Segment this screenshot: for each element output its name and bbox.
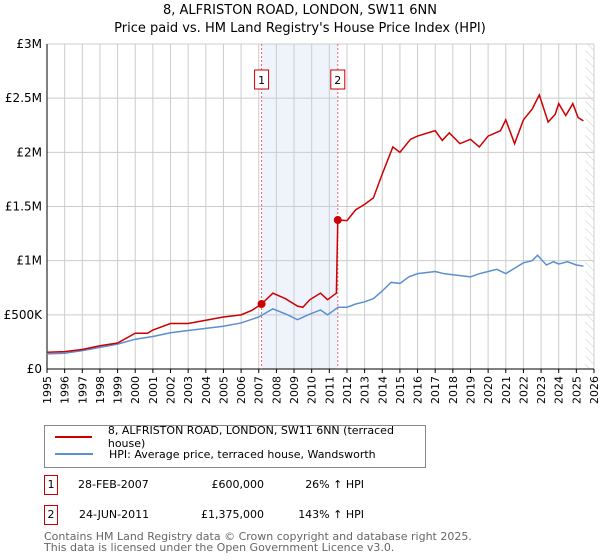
x-tick-label: 2020 (482, 376, 495, 404)
legend-line-blue (55, 453, 93, 455)
x-tick-label: 1997 (76, 376, 89, 404)
x-tick-label: 2019 (464, 376, 477, 404)
y-tick-label: £500K (4, 308, 44, 322)
y-tick-label: £3M (16, 37, 42, 51)
x-tick-label: 2012 (341, 376, 354, 404)
x-tick-label: 2016 (412, 376, 425, 404)
y-tick-label: £0 (27, 362, 42, 376)
x-tick-label: 2000 (129, 376, 142, 404)
x-tick-label: 1995 (41, 376, 54, 404)
x-tick-label: 2026 (588, 376, 600, 404)
transaction-number: 1 (44, 475, 58, 495)
x-tick-label: 1996 (59, 376, 72, 404)
transaction-price: £1,375,000 (201, 508, 264, 521)
x-tick-label: 2025 (570, 376, 583, 404)
transaction-date: 24-JUN-2011 (79, 508, 150, 521)
legend-line-red (55, 436, 92, 438)
property-price-line (46, 92, 584, 353)
legend-item-property: 8, ALFRISTON ROAD, LONDON, SW11 6NN (ter… (55, 424, 425, 450)
x-tick-label: 2006 (235, 376, 248, 404)
x-tick-label: 2007 (253, 376, 266, 404)
transaction-date: 28-FEB-2007 (78, 478, 149, 491)
x-tick-label: 2010 (306, 376, 319, 404)
footer-line: This data is licensed under the Open Gov… (44, 541, 395, 554)
marker-box (330, 69, 346, 90)
x-tick-label: 2002 (165, 376, 178, 404)
x-tick-label: 2001 (147, 376, 160, 404)
x-tick-label: 2024 (553, 376, 566, 404)
y-tick-label: £2.5M (5, 91, 42, 105)
legend-label: 8, ALFRISTON ROAD, LONDON, SW11 6NN (ter… (107, 424, 394, 450)
chart-title: 8, ALFRISTON ROAD, LONDON, SW11 6NN (163, 3, 437, 18)
x-tick-label: 2009 (288, 376, 301, 404)
x-tick-label: 2015 (394, 376, 407, 404)
x-tick-label: 2004 (200, 376, 213, 404)
x-tick-label: 2023 (535, 376, 548, 404)
legend: 8, ALFRISTON ROAD, LONDON, SW11 6NN (ter… (44, 424, 426, 468)
x-tick-label: 2022 (517, 376, 530, 404)
y-tick-label: £2M (16, 145, 42, 159)
x-tick-label: 2014 (376, 376, 389, 404)
transaction-price: £600,000 (211, 478, 265, 491)
x-tick-label: 2017 (429, 376, 442, 404)
transaction-hpi: 143% ↑ HPI (298, 508, 364, 521)
x-tick-label: 2003 (182, 376, 195, 404)
transaction-hpi: 26% ↑ HPI (305, 478, 364, 491)
x-tick-label: 1999 (112, 376, 125, 404)
y-tick-label: £1M (16, 254, 42, 268)
marker-label: 1 (258, 74, 265, 87)
x-tick-label: 2005 (217, 376, 230, 404)
x-tick-label: 2013 (359, 376, 372, 404)
footer-line: Contains HM Land Registry data © Crown c… (44, 530, 472, 543)
hpi-line (46, 254, 584, 355)
legend-item-hpi: HPI: Average price, terraced house, Wand… (55, 446, 376, 462)
y-tick-label: £1.5M (5, 200, 42, 214)
x-tick-label: 2008 (270, 376, 283, 404)
x-tick-label: 2018 (447, 376, 460, 404)
x-tick-label: 2011 (323, 376, 336, 404)
transaction-number: 2 (44, 505, 58, 525)
x-tick-label: 2021 (500, 376, 513, 404)
sale-point (333, 216, 342, 225)
marker-label: 2 (334, 74, 341, 87)
legend-label: HPI: Average price, terraced house, Wand… (109, 447, 376, 461)
marker-box (254, 69, 270, 90)
footer: Contains HM Land Registry data © Crown c… (44, 531, 472, 553)
price-chart: 1995 1996 1997 1998 1999 2000 2001 2002 2003 2004… (4, 37, 600, 404)
x-tick-label: 1998 (94, 376, 107, 404)
sale-point (257, 300, 266, 308)
chart-subtitle: Price paid vs. HM Land Registry's House … (114, 21, 486, 36)
